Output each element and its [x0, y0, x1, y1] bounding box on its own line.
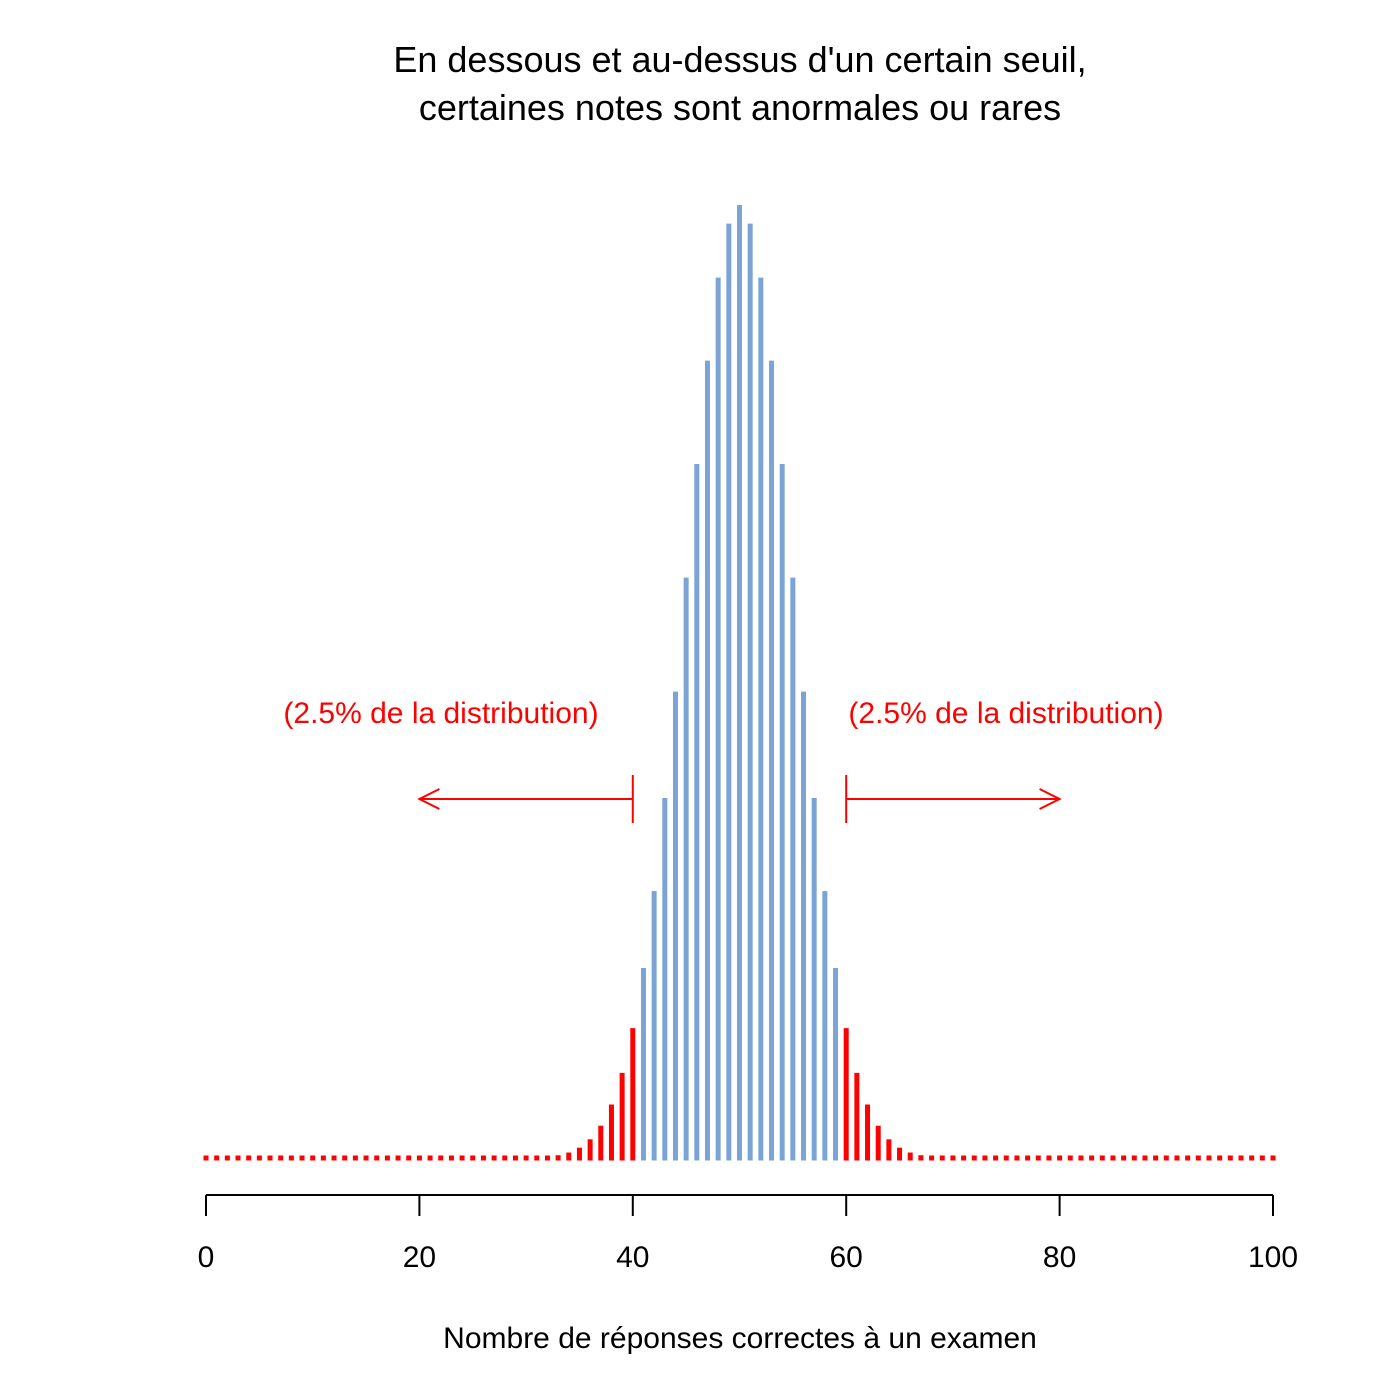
x-tick-label-20: 20 [403, 1241, 436, 1274]
annotations: (2.5% de la distribution) (2.5% de la dis… [283, 697, 1164, 823]
x-axis-label: Nombre de réponses correctes à un examen [443, 1322, 1037, 1355]
chart-title-line-1: En dessous et au-dessus d'un certain seu… [393, 39, 1086, 80]
x-tick-label-100: 100 [1248, 1241, 1298, 1274]
x-axis: 0 20 40 60 80 100 [198, 1194, 1298, 1274]
arrow-head-right [1039, 788, 1062, 810]
x-tick-label-0: 0 [198, 1241, 215, 1274]
annotation-label-right: (2.5% de la distribution) [848, 697, 1163, 730]
bars [203, 205, 1276, 1161]
chart-title-line-2: certaines notes sont anormales ou rares [419, 87, 1061, 128]
arrow-head-left [417, 788, 440, 810]
x-tick-label-80: 80 [1043, 1241, 1076, 1274]
annotation-label-left: (2.5% de la distribution) [283, 697, 598, 730]
x-tick-label-40: 40 [616, 1241, 649, 1274]
x-tick-label-60: 60 [830, 1241, 863, 1274]
